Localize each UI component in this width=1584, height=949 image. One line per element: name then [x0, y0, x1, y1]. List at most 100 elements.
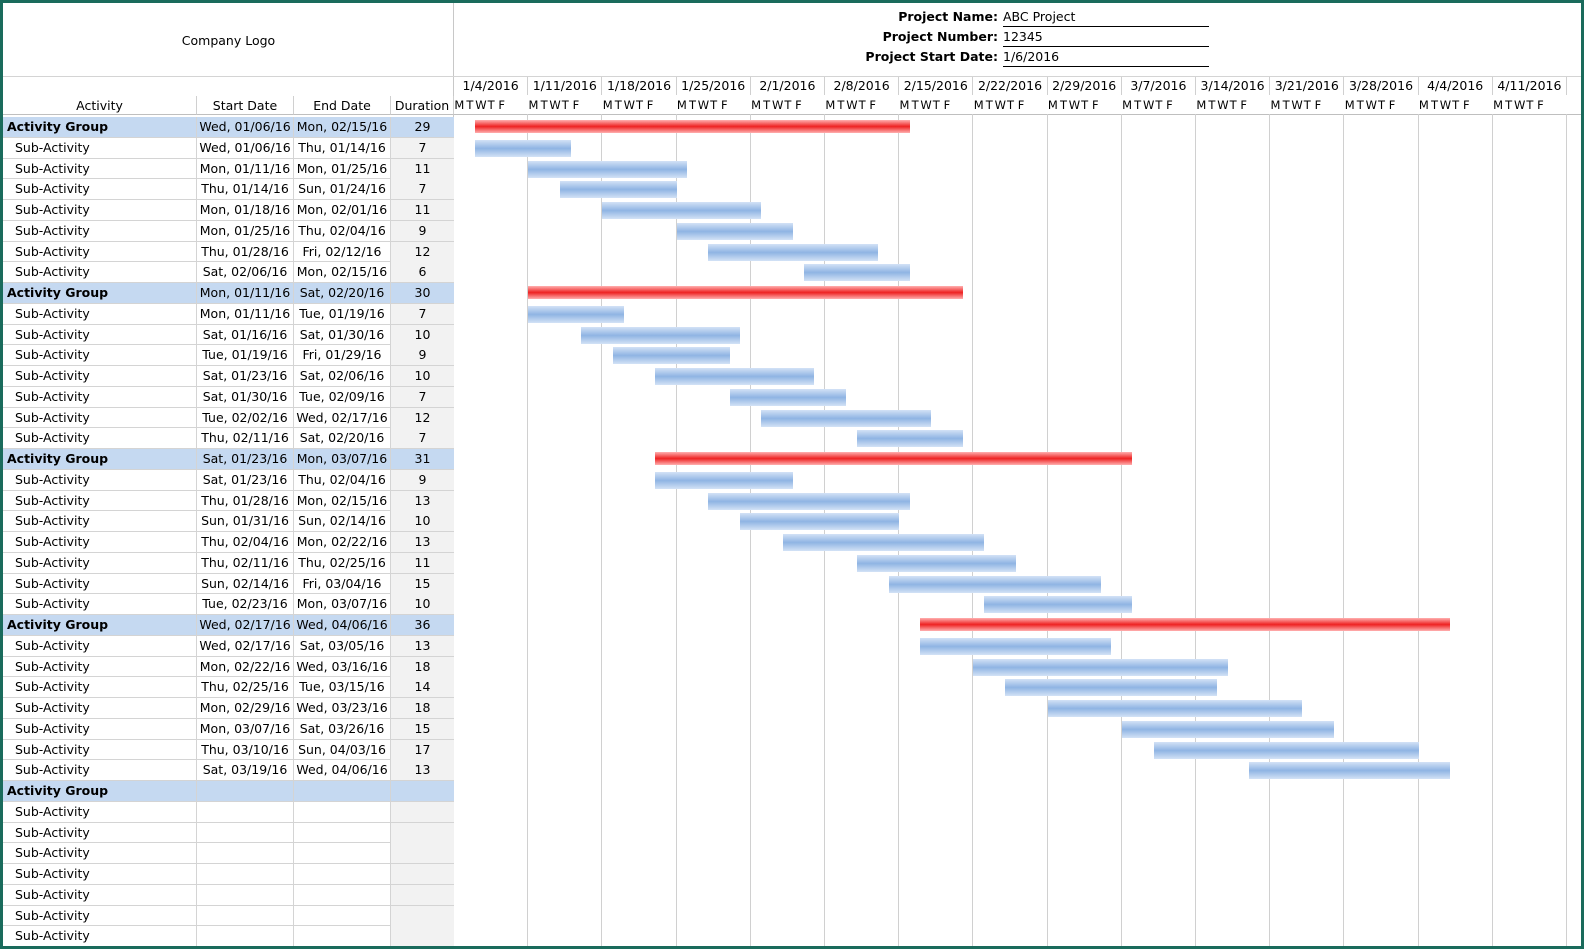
end-date-cell[interactable]: Sun, 04/03/16 — [294, 739, 391, 760]
end-date-cell[interactable]: Mon, 02/15/16 — [294, 490, 391, 511]
sub-activity-name[interactable]: Sub-Activity — [3, 656, 197, 677]
end-date-cell[interactable]: Wed, 03/16/16 — [294, 656, 391, 677]
sub-activity-row[interactable]: Sub-Activity Sun, 02/14/16 Fri, 03/04/16 15 — [3, 573, 454, 595]
sub-activity-row[interactable]: Sub-Activity — [3, 843, 454, 864]
end-date-cell[interactable]: Sat, 02/20/16 — [294, 428, 391, 449]
col-header-start[interactable]: Start Date — [197, 96, 294, 115]
start-date-cell[interactable]: Thu, 03/10/16 — [197, 739, 294, 760]
task-timeline-bar[interactable] — [856, 554, 1016, 572]
col-header-activity[interactable]: Activity — [3, 96, 197, 115]
end-date-cell[interactable] — [294, 884, 391, 905]
duration-cell[interactable]: 13 — [391, 490, 454, 511]
start-date-cell[interactable]: Mon, 01/18/16 — [197, 200, 294, 220]
sub-activity-name[interactable]: Sub-Activity — [3, 905, 197, 926]
duration-cell[interactable]: 15 — [391, 718, 454, 739]
start-date-cell[interactable]: Mon, 01/11/16 — [197, 158, 294, 179]
duration-cell[interactable]: 7 — [391, 137, 454, 158]
start-date-cell[interactable]: Mon, 02/22/16 — [197, 656, 294, 677]
sub-activity-name[interactable]: Sub-Activity — [3, 801, 197, 822]
duration-cell[interactable]: 10 — [391, 324, 454, 345]
task-timeline-bar[interactable] — [528, 160, 688, 178]
start-date-cell[interactable]: Mon, 01/11/16 — [197, 303, 294, 324]
activity-group-name[interactable]: Activity Group — [3, 615, 197, 635]
project-start-field[interactable]: 1/6/2016 — [1003, 49, 1209, 67]
task-timeline-bar[interactable] — [602, 202, 762, 219]
task-timeline-bar[interactable] — [708, 243, 878, 261]
end-date-cell[interactable]: Mon, 03/07/16 — [294, 449, 391, 469]
sub-activity-name[interactable]: Sub-Activity — [3, 822, 197, 843]
task-timeline-bar[interactable] — [782, 534, 984, 551]
sub-activity-name[interactable]: Sub-Activity — [3, 469, 197, 490]
sub-activity-name[interactable]: Sub-Activity — [3, 843, 197, 864]
start-date-cell[interactable]: Thu, 01/28/16 — [197, 241, 294, 262]
start-date-cell[interactable]: Sat, 01/16/16 — [197, 324, 294, 345]
duration-cell[interactable]: 31 — [391, 449, 454, 469]
sub-activity-row[interactable]: Sub-Activity Thu, 01/28/16 Mon, 02/15/16 13 — [3, 490, 454, 512]
end-date-cell[interactable]: Tue, 03/15/16 — [294, 677, 391, 698]
start-date-cell[interactable]: Sat, 01/23/16 — [197, 449, 294, 469]
task-timeline-bar[interactable] — [613, 347, 730, 365]
sub-activity-row[interactable]: Sub-Activity — [3, 864, 454, 885]
sub-activity-name[interactable]: Sub-Activity — [3, 594, 197, 615]
duration-cell[interactable] — [391, 801, 454, 822]
activity-group-row[interactable]: Activity Group Mon, 01/11/16 Sat, 02/20/16… — [3, 283, 454, 304]
sub-activity-name[interactable]: Sub-Activity — [3, 179, 197, 200]
start-date-cell[interactable]: Tue, 02/23/16 — [197, 594, 294, 615]
sub-activity-row[interactable]: Sub-Activity Sat, 02/06/16 Mon, 02/15/16 6 — [3, 262, 454, 283]
end-date-cell[interactable]: Mon, 02/15/16 — [294, 262, 391, 283]
sub-activity-row[interactable]: Sub-Activity Mon, 03/07/16 Sat, 03/26/16 15 — [3, 718, 454, 740]
start-date-cell[interactable]: Thu, 01/14/16 — [197, 179, 294, 200]
duration-cell[interactable]: 7 — [391, 428, 454, 449]
end-date-cell[interactable]: Tue, 02/09/16 — [294, 386, 391, 407]
activity-group-row[interactable]: Activity Group Sat, 01/23/16 Mon, 03/07/16… — [3, 449, 454, 470]
start-date-cell[interactable]: Sun, 02/14/16 — [197, 573, 294, 594]
end-date-cell[interactable]: Wed, 02/17/16 — [294, 407, 391, 428]
duration-cell[interactable]: 18 — [391, 656, 454, 677]
duration-cell[interactable] — [391, 926, 454, 946]
end-date-cell[interactable] — [294, 801, 391, 822]
task-timeline-bar[interactable] — [528, 305, 624, 323]
sub-activity-name[interactable]: Sub-Activity — [3, 490, 197, 511]
end-date-cell[interactable]: Sat, 03/05/16 — [294, 635, 391, 656]
duration-cell[interactable]: 13 — [391, 532, 454, 552]
end-date-cell[interactable]: Thu, 02/25/16 — [294, 552, 391, 573]
sub-activity-row[interactable]: Sub-Activity — [3, 801, 454, 823]
sub-activity-row[interactable]: Sub-Activity Mon, 01/25/16 Thu, 02/04/16 9 — [3, 220, 454, 242]
sub-activity-row[interactable]: Sub-Activity — [3, 822, 454, 844]
start-date-cell[interactable] — [197, 781, 294, 801]
duration-cell[interactable] — [391, 884, 454, 905]
col-header-end[interactable]: End Date — [294, 96, 391, 115]
sub-activity-row[interactable]: Sub-Activity Thu, 02/25/16 Tue, 03/15/16 14 — [3, 677, 454, 698]
sub-activity-name[interactable]: Sub-Activity — [3, 386, 197, 407]
task-timeline-bar[interactable] — [1121, 720, 1334, 738]
start-date-cell[interactable]: Sat, 02/06/16 — [197, 262, 294, 283]
duration-cell[interactable]: 9 — [391, 345, 454, 366]
activity-group-row[interactable]: Activity Group Wed, 02/17/16 Wed, 04/06/16… — [3, 615, 454, 636]
task-timeline-bar[interactable] — [655, 368, 815, 385]
duration-cell[interactable] — [391, 822, 454, 843]
start-date-cell[interactable] — [197, 801, 294, 822]
duration-cell[interactable]: 12 — [391, 241, 454, 262]
end-date-cell[interactable]: Fri, 01/29/16 — [294, 345, 391, 366]
sub-activity-name[interactable]: Sub-Activity — [3, 698, 197, 718]
sub-activity-row[interactable]: Sub-Activity Wed, 01/06/16 Thu, 01/14/16 7 — [3, 137, 454, 159]
sub-activity-name[interactable]: Sub-Activity — [3, 220, 197, 241]
sub-activity-name[interactable]: Sub-Activity — [3, 158, 197, 179]
project-number-field[interactable]: 12345 — [1003, 29, 1209, 47]
end-date-cell[interactable]: Thu, 02/04/16 — [294, 220, 391, 241]
task-timeline-bar[interactable] — [1047, 700, 1302, 717]
start-date-cell[interactable]: Sat, 01/30/16 — [197, 386, 294, 407]
sub-activity-row[interactable]: Sub-Activity Mon, 02/29/16 Wed, 03/23/16 18 — [3, 698, 454, 719]
end-date-cell[interactable]: Fri, 03/04/16 — [294, 573, 391, 594]
start-date-cell[interactable]: Mon, 03/07/16 — [197, 718, 294, 739]
sub-activity-row[interactable]: Sub-Activity Thu, 02/11/16 Thu, 02/25/16 11 — [3, 552, 454, 574]
end-date-cell[interactable]: Sun, 01/24/16 — [294, 179, 391, 200]
duration-cell[interactable] — [391, 905, 454, 926]
sub-activity-row[interactable]: Sub-Activity — [3, 884, 454, 906]
duration-cell[interactable] — [391, 864, 454, 884]
group-timeline-bar[interactable] — [528, 286, 963, 299]
end-date-cell[interactable] — [294, 822, 391, 843]
end-date-cell[interactable]: Wed, 04/06/16 — [294, 615, 391, 635]
start-date-cell[interactable] — [197, 843, 294, 864]
activity-group-row[interactable]: Activity Group — [3, 781, 454, 802]
